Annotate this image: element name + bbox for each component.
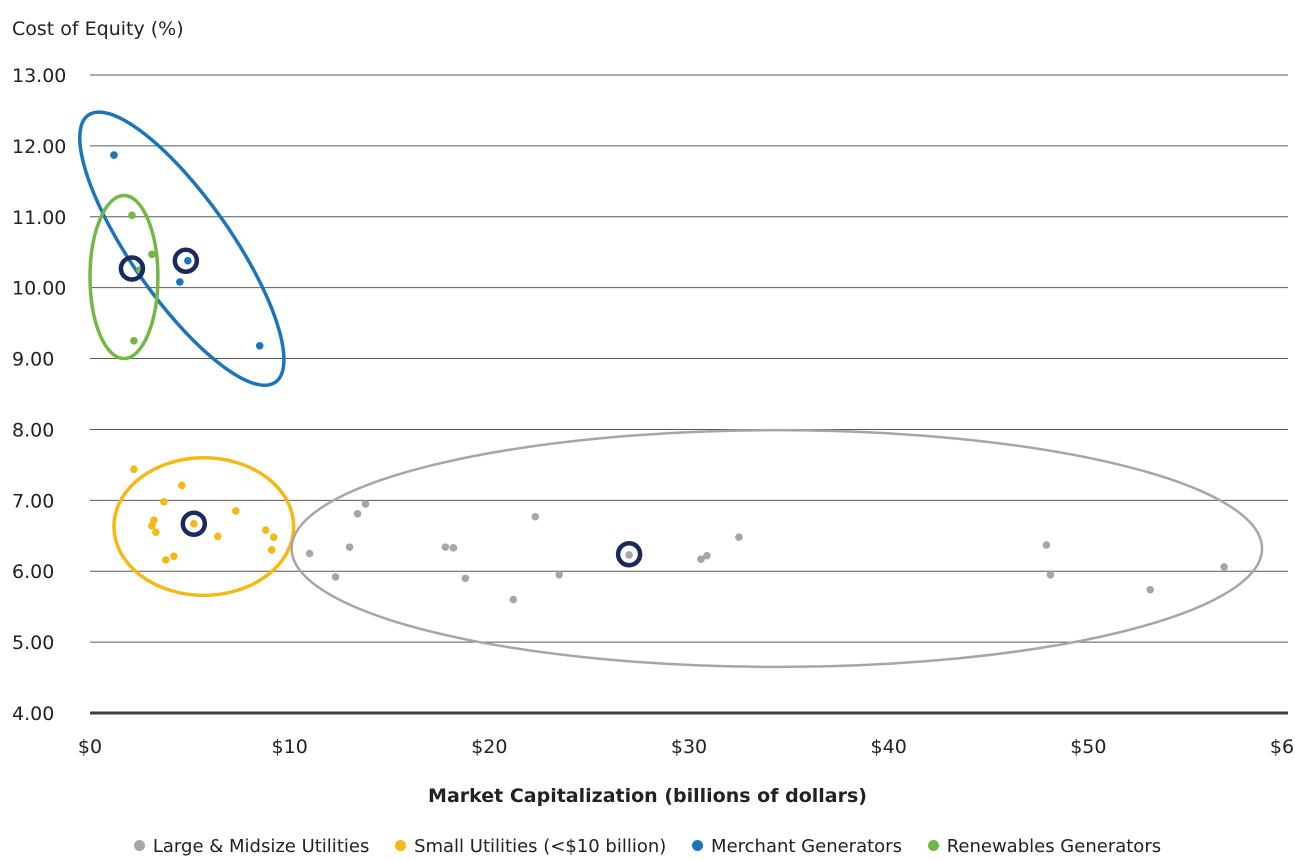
data-point bbox=[152, 528, 160, 537]
x-tick-label: $40 bbox=[871, 736, 907, 758]
x-axis-title: Market Capitalization (billions of dolla… bbox=[428, 785, 867, 807]
legend-item-large-midsize: Large & Midsize Utilities bbox=[133, 836, 370, 857]
data-point bbox=[1046, 570, 1055, 579]
x-tick-label: $20 bbox=[471, 736, 507, 758]
data-point bbox=[128, 211, 136, 220]
data-point bbox=[461, 574, 470, 583]
data-point bbox=[509, 595, 518, 604]
x-tick-label: $10 bbox=[272, 736, 308, 758]
data-point bbox=[231, 507, 240, 515]
data-point bbox=[735, 533, 743, 541]
y-tick-label: 11.00 bbox=[12, 207, 66, 229]
data-point bbox=[697, 555, 705, 563]
y-tick-label: 4.00 bbox=[12, 703, 54, 725]
legend-marker bbox=[927, 840, 939, 851]
data-point bbox=[1220, 563, 1228, 571]
x-tick-label: $50 bbox=[1070, 736, 1106, 758]
data-point bbox=[190, 519, 198, 528]
y-tick-label: 12.00 bbox=[12, 136, 66, 158]
legend-label: Renewables Generators bbox=[946, 836, 1162, 857]
data-point bbox=[353, 510, 362, 518]
data-point bbox=[1042, 541, 1051, 549]
y-tick-label: 13.00 bbox=[12, 65, 66, 87]
legend-label: Large & Midsize Utilities bbox=[152, 836, 370, 857]
data-point bbox=[176, 278, 184, 286]
data-point bbox=[267, 546, 276, 554]
y-tick-label: 8.00 bbox=[12, 419, 54, 441]
data-point bbox=[130, 465, 138, 473]
data-point bbox=[148, 250, 156, 259]
y-axis-title: Cost of Equity (%) bbox=[12, 18, 184, 40]
data-point bbox=[150, 516, 158, 524]
data-point bbox=[703, 551, 711, 560]
x-tick-label: $0 bbox=[78, 736, 102, 758]
group-ellipse bbox=[88, 193, 160, 361]
data-point bbox=[178, 481, 186, 490]
legend-label: Merchant Generators bbox=[711, 836, 902, 857]
y-tick-label: 10.00 bbox=[12, 278, 66, 300]
data-point bbox=[184, 256, 192, 265]
x-tick-label: $30 bbox=[671, 736, 707, 758]
legend-item-renewables: Renewables Generators bbox=[927, 836, 1162, 857]
highlight-ring bbox=[180, 510, 208, 537]
data-point bbox=[331, 573, 340, 581]
data-point bbox=[625, 551, 633, 559]
data-point bbox=[305, 549, 314, 558]
data-point bbox=[441, 543, 450, 551]
data-point bbox=[555, 570, 564, 579]
y-tick-label: 5.00 bbox=[12, 632, 54, 654]
data-point bbox=[449, 544, 458, 552]
data-point bbox=[345, 543, 354, 551]
data-point bbox=[110, 151, 118, 159]
group-ellipse bbox=[112, 456, 296, 598]
y-tick-label: 7.00 bbox=[12, 490, 54, 512]
data-point bbox=[255, 341, 264, 350]
legend: Large & Midsize Utilities Small Utilitie… bbox=[0, 836, 1295, 857]
highlight-ring bbox=[118, 255, 146, 282]
data-point bbox=[213, 532, 222, 541]
data-point bbox=[261, 526, 270, 534]
data-point bbox=[1146, 585, 1155, 594]
data-point bbox=[170, 552, 178, 561]
legend-item-merchant: Merchant Generators bbox=[692, 836, 902, 857]
legend-label: Small Utilities (<$10 billion) bbox=[414, 836, 667, 857]
group-ellipse bbox=[290, 428, 1264, 669]
highlight-ring bbox=[615, 540, 643, 568]
data-point bbox=[531, 512, 540, 521]
data-point bbox=[160, 497, 168, 506]
legend-marker bbox=[395, 840, 407, 851]
legend-item-small: Small Utilities (<$10 billion) bbox=[395, 836, 666, 857]
legend-marker bbox=[133, 840, 145, 851]
x-tick-label: $60 bbox=[1270, 736, 1295, 758]
highlight-ring bbox=[172, 247, 200, 274]
data-point bbox=[269, 533, 278, 541]
data-point bbox=[361, 500, 370, 508]
legend-marker bbox=[692, 840, 704, 851]
y-tick-label: 6.00 bbox=[12, 561, 54, 583]
y-tick-label: 9.00 bbox=[12, 349, 54, 371]
data-point bbox=[162, 556, 170, 564]
data-point bbox=[130, 337, 138, 345]
